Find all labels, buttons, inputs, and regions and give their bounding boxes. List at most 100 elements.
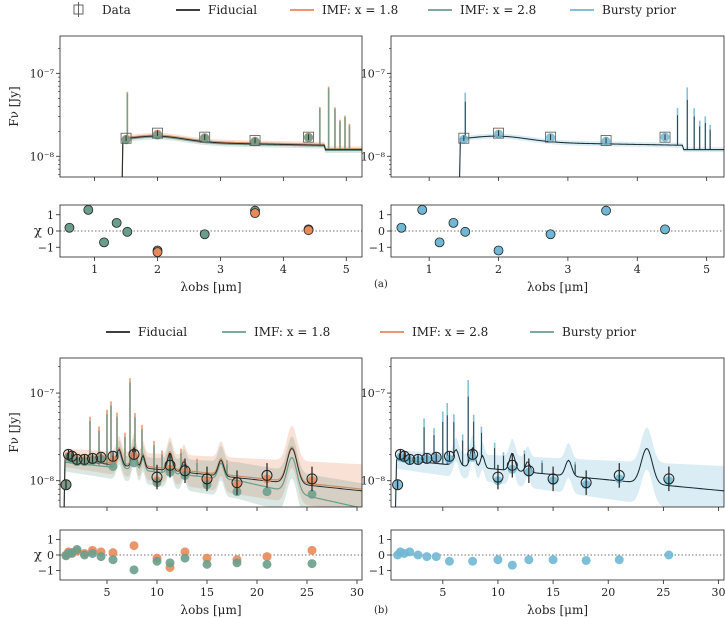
- x-tick-label: 1: [426, 263, 433, 276]
- x-tick-label: 5: [104, 586, 111, 599]
- residual-point-bursty: [460, 226, 471, 237]
- residual-point-x1.8: [108, 555, 118, 565]
- model-band-blue: [395, 427, 724, 507]
- legend-label: IMF: x = 2.8: [460, 3, 536, 17]
- residual-point-bursty: [548, 555, 558, 565]
- y-tick-label: 1: [47, 533, 54, 546]
- legend-label: Data: [102, 3, 131, 17]
- data-point: [152, 127, 163, 139]
- residual-point-bursty: [493, 245, 504, 256]
- data-point: [164, 459, 176, 471]
- data-point: [523, 465, 535, 477]
- residual-point-x2.8: [262, 552, 272, 562]
- residual-point-bursty: [396, 222, 407, 233]
- y-tick-label: 10⁻⁸: [30, 150, 55, 163]
- axes-frame: [59, 35, 363, 178]
- legend-label: IMF: x = 1.8: [254, 325, 330, 339]
- data-point: [231, 477, 243, 489]
- data-point: [421, 452, 433, 464]
- residual-point-x2.8: [307, 545, 317, 555]
- residual-point-imf: [303, 225, 314, 236]
- x-tick-label: 20: [601, 586, 615, 599]
- x-tick-label: 25: [300, 586, 314, 599]
- x-tick-label: 5: [343, 263, 350, 276]
- residual-point-bursty: [444, 556, 454, 566]
- data-point: [151, 471, 163, 483]
- residual-point-x1.8: [262, 559, 272, 569]
- residual-point-bursty: [422, 552, 432, 562]
- data-point: [128, 448, 140, 460]
- y-axis-label-chi: χ: [34, 224, 42, 239]
- model-photometry-point: [129, 458, 139, 468]
- residual-point-bursty: [448, 217, 459, 228]
- residual-point-bursty: [524, 555, 534, 565]
- x-tick-label: 2: [154, 263, 161, 276]
- y-tick-label: 10⁻⁸: [361, 150, 386, 163]
- y-tick-label: 10⁻⁸: [30, 475, 55, 488]
- y-tick-label: 0: [378, 225, 385, 238]
- y-tick-label: 10⁻⁸: [361, 475, 386, 488]
- data-point: [201, 473, 213, 485]
- data-point: [179, 465, 191, 477]
- residual-point-bursty: [405, 547, 415, 557]
- y-axis-label-chi: χ: [34, 548, 42, 563]
- legend-label: Fiducial: [138, 325, 187, 339]
- x-tick-label: 3: [564, 263, 571, 276]
- y-tick-label: 10⁻⁷: [361, 67, 386, 80]
- residual-point-bursty: [493, 555, 503, 565]
- x-tick-label: 15: [200, 586, 214, 599]
- x-tick-label: 1: [91, 263, 98, 276]
- y-tick-label: 0: [47, 225, 54, 238]
- residual-point-bursty: [413, 550, 423, 560]
- residual-point-bursty: [545, 229, 556, 240]
- data-point: [458, 132, 470, 144]
- model-photometry-point: [108, 462, 118, 472]
- data-point: [412, 453, 424, 465]
- model-photometry-point: [307, 489, 317, 499]
- data-point: [545, 131, 556, 143]
- data-point: [506, 459, 518, 471]
- x-axis-label: λobs [μm]: [527, 603, 588, 617]
- data-point: [249, 135, 261, 146]
- y-tick-label: 10⁻⁷: [361, 387, 386, 400]
- legend-label: IMF: x = 2.8: [412, 325, 488, 339]
- residual-point-bursty: [581, 555, 591, 565]
- data-point: [492, 471, 504, 483]
- model-photometry-point: [262, 487, 272, 497]
- data-point: [95, 451, 107, 463]
- residual-point-x1.8: [202, 559, 212, 569]
- residual-point-bursty: [434, 237, 445, 248]
- data-point: [663, 473, 675, 485]
- residual-point-x1.8: [80, 550, 89, 560]
- y-tick-label: −1: [369, 241, 385, 254]
- residual-point-x1.8: [129, 565, 139, 575]
- y-tick-label: 10⁻⁷: [30, 387, 55, 400]
- residual-point-x1.8: [232, 558, 242, 568]
- y-tick-label: −1: [38, 565, 54, 578]
- y-tick-label: 10⁻⁷: [30, 67, 55, 80]
- residual-point-bursty: [614, 555, 624, 565]
- residual-point-x1.8: [88, 548, 97, 558]
- data-point: [493, 127, 504, 139]
- residual-point-bursty: [601, 205, 611, 216]
- residual-point-fiducial: [64, 222, 75, 233]
- data-point: [79, 453, 90, 465]
- data-point: [580, 477, 592, 489]
- data-point: [430, 451, 442, 463]
- residual-point-x2.8: [180, 547, 190, 557]
- residual-point-bursty: [660, 224, 670, 235]
- data-point: [303, 131, 314, 143]
- legend-label: Bursty prior: [602, 3, 676, 17]
- fiducial-line: [459, 135, 724, 177]
- residual-point-x1.8: [165, 558, 175, 568]
- y-tick-label: −1: [38, 241, 54, 254]
- data-point: [120, 132, 132, 144]
- data-point: [261, 469, 273, 481]
- model-line-orange: [121, 134, 362, 177]
- residual-point-x2.8: [129, 541, 139, 551]
- y-tick-label: 1: [47, 209, 54, 222]
- data-point: [71, 453, 83, 465]
- legend-label: IMF: x = 1.8: [322, 3, 398, 17]
- legend-label: Fiducial: [208, 3, 257, 17]
